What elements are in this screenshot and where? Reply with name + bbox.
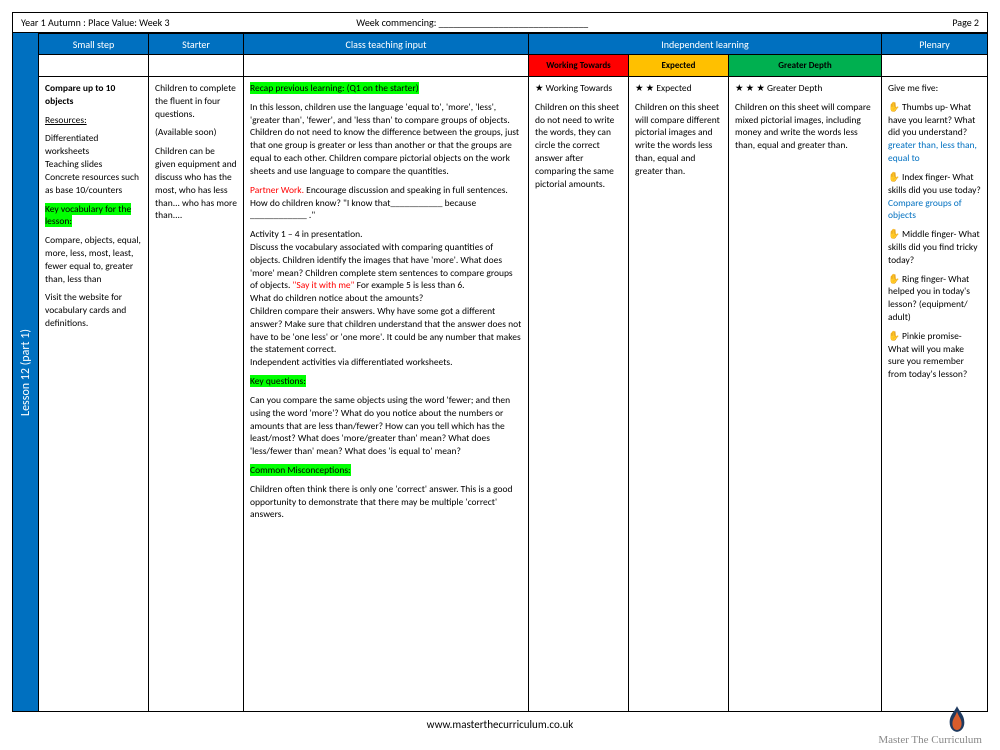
- ex-stars: ★ ★: [635, 82, 654, 94]
- hdr-starter: Starter: [149, 33, 244, 55]
- plenary-index: ✋ Index finger- What skills did you use …: [888, 171, 981, 196]
- gd-label: Greater Depth: [765, 82, 822, 94]
- plenary-cell: Give me five: ✋ Thumbs up- What have you…: [882, 77, 987, 711]
- partner-label: Partner Work.: [250, 184, 304, 196]
- sub-working-towards: Working Towards: [529, 55, 629, 77]
- resources-body: Differentiated worksheets Teaching slide…: [45, 132, 142, 196]
- recap-heading: Recap previous learning: (Q1 on the star…: [250, 82, 419, 94]
- content-row: Compare up to 10 objects Resources: Diff…: [39, 77, 987, 711]
- brand-text: Master The Curriculum: [878, 734, 982, 746]
- lesson-plan-page: Year 1 Autumn : Place Value: Week 3 Week…: [12, 12, 988, 712]
- vocab-body: Compare, objects, equal, more, less, mos…: [45, 234, 142, 285]
- subheader-row: Working Towards Expected Greater Depth: [39, 55, 987, 77]
- teaching-cell: Recap previous learning: (Q1 on the star…: [244, 77, 529, 711]
- footer-url: www.masterthecurriculum.co.uk: [12, 718, 988, 731]
- expected-cell: ★ ★ Expected Children on this sheet will…: [629, 77, 729, 711]
- header-week: Week commencing: _______________________…: [356, 16, 835, 29]
- plenary-index-ans: Compare groups of objects: [888, 197, 962, 222]
- misconceptions-heading: Common Misconceptions:: [250, 464, 351, 476]
- small-title: Compare up to 10 objects: [45, 82, 142, 108]
- misconceptions: Children often think there is only one '…: [250, 483, 522, 521]
- teach-intro: In this lesson, children use the languag…: [250, 101, 522, 178]
- key-questions-heading: Key questions:: [250, 375, 306, 387]
- visit-text: Visit the website for vocabulary cards a…: [45, 291, 142, 329]
- starter-p3: Children can be given equipment and disc…: [155, 145, 237, 222]
- wt-stars: ★: [535, 82, 544, 94]
- small-step-cell: Compare up to 10 objects Resources: Diff…: [39, 77, 149, 711]
- plenary-ring: ✋ Ring finger- What helped you in today'…: [888, 273, 981, 324]
- hdr-small-step: Small step: [39, 33, 149, 55]
- page-header: Year 1 Autumn : Place Value: Week 3 Week…: [13, 13, 987, 33]
- plenary-thumb-ans: greater than, less than, equal to: [888, 139, 977, 164]
- working-towards-cell: ★ Working Towards Children on this sheet…: [529, 77, 629, 711]
- sub-greater-depth: Greater Depth: [729, 55, 882, 77]
- gd-stars: ★ ★ ★: [735, 82, 765, 94]
- plenary-pinkie: ✋ Pinkie promise- What will you make sur…: [888, 330, 981, 381]
- starter-cell: Children to complete the fluent in four …: [149, 77, 244, 711]
- wt-label: Working Towards: [544, 82, 613, 94]
- plenary-middle: ✋ Middle finger- What skills did you fin…: [888, 228, 981, 266]
- gd-body: Children on this sheet will compare mixe…: [735, 101, 875, 152]
- starter-p2: (Available soon): [155, 126, 237, 139]
- say-it: "Say it with me": [293, 279, 355, 291]
- hdr-teaching: Class teaching input: [244, 33, 529, 55]
- header-left: Year 1 Autumn : Place Value: Week 3: [21, 16, 356, 29]
- vocab-heading: Key vocabulary for the lesson:: [45, 203, 131, 228]
- ex-body: Children on this sheet will compare diff…: [635, 101, 722, 178]
- column-headers: Small step Starter Class teaching input …: [39, 33, 987, 55]
- sub-expected: Expected: [629, 55, 729, 77]
- lesson-label-sidebar: Lesson 12 (part 1): [13, 33, 39, 711]
- ex-label: Expected: [654, 82, 691, 94]
- hdr-plenary: Plenary: [882, 33, 987, 55]
- plenary-thumb: ✋ Thumbs up- What have you learnt? What …: [888, 101, 975, 139]
- key-questions: Can you compare the same objects using t…: [250, 394, 522, 458]
- wt-body: Children on this sheet do not need to wr…: [535, 101, 622, 191]
- activity1b: For example 5 is less than 6. What do ch…: [250, 279, 521, 368]
- greater-depth-cell: ★ ★ ★ Greater Depth Children on this she…: [729, 77, 882, 711]
- plenary-intro: Give me five:: [888, 82, 981, 95]
- resources-heading: Resources:: [45, 114, 142, 127]
- hdr-independent: Independent learning: [529, 33, 882, 55]
- header-page: Page 2: [835, 16, 979, 29]
- starter-p1: Children to complete the fluent in four …: [155, 82, 237, 120]
- brand-logo-icon: [946, 706, 968, 732]
- lesson-label: Lesson 12 (part 1): [19, 329, 33, 416]
